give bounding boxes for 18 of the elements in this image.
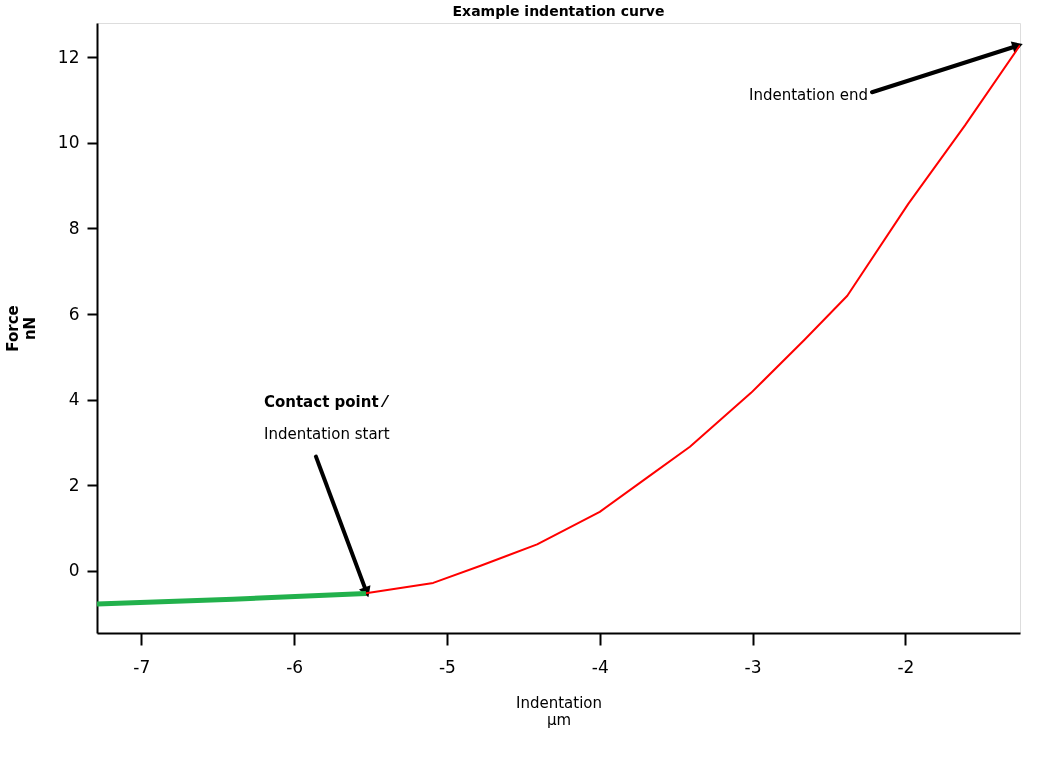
x-tick-label: -4 bbox=[591, 656, 609, 677]
x-tick-label: -5 bbox=[438, 656, 456, 677]
y-tick-label: 6 bbox=[68, 303, 80, 324]
x-tick-label: -7 bbox=[133, 656, 151, 677]
y-axis-title: Force nN bbox=[3, 305, 39, 352]
y-tick-label: 2 bbox=[68, 474, 80, 495]
y-tick-label: 4 bbox=[68, 389, 80, 410]
annotation: Contact point ⁄ Indentation start bbox=[263, 392, 390, 443]
y-tick-label: 0 bbox=[68, 560, 80, 581]
y-tick-label: 10 bbox=[57, 132, 80, 153]
y-tick-label: 8 bbox=[68, 217, 80, 238]
annotation: Indentation end bbox=[748, 86, 868, 105]
chart-title: Example indentation curve bbox=[452, 3, 665, 19]
x-axis-title: Indentation μm bbox=[516, 693, 602, 729]
x-tick-label: -3 bbox=[744, 656, 762, 677]
x-tick-label: -2 bbox=[897, 656, 915, 677]
x-tick-label: -6 bbox=[286, 656, 304, 677]
y-tick-label: 12 bbox=[57, 46, 80, 67]
